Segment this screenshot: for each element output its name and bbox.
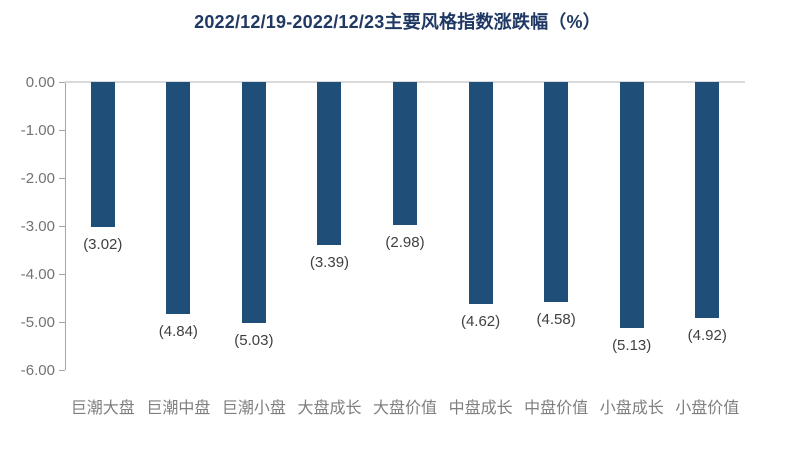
- bar-value-label: (4.84): [158, 323, 198, 341]
- bar-大盘价值: [393, 82, 417, 226]
- plot-area: 0.00 -1.00 -2.00 -3.00 -4.00 -5.00 -6.00 (3.02)…: [21, 75, 745, 378]
- x-category-label: 小盘价值: [675, 400, 740, 417]
- x-category-label: 巨潮中盘: [146, 400, 211, 417]
- bar-value-label: (4.92): [687, 327, 727, 345]
- bar-大盘成长: [317, 82, 342, 245]
- y-axis-tick-label: -5.00: [20, 313, 55, 331]
- y-axis-tick: [59, 129, 65, 131]
- y-axis-tick-label: 0.00: [25, 73, 55, 91]
- bar-value-label: (4.58): [536, 310, 576, 328]
- y-axis-tick-label: -6.00: [20, 361, 55, 379]
- bar-中盘价值: [544, 82, 569, 302]
- y-axis-tick: [59, 177, 65, 179]
- y-axis-tick: [59, 273, 65, 275]
- bar-小盘成长: [619, 82, 644, 329]
- x-category-label: 小盘成长: [599, 400, 664, 417]
- bar-value-label: (3.02): [83, 235, 123, 253]
- x-axis-category-labels: 巨潮大盘 巨潮中盘 巨潮小盘 大盘成长 大盘价值 中盘成长 中盘价值 小盘成长 小盘价值: [65, 399, 745, 421]
- chart-title: 2022/12/19-2022/12/23主要风格指数涨跌幅（%）: [194, 12, 601, 32]
- bar-小盘价值: [695, 82, 720, 319]
- bar-value-label: (2.98): [385, 234, 425, 252]
- x-category-label: 巨潮大盘: [70, 400, 135, 417]
- x-category-label: 大盘价值: [373, 400, 438, 417]
- bar-value-label: (5.03): [234, 332, 274, 350]
- bar-中盘成长: [468, 82, 493, 304]
- x-category-label: 中盘成长: [448, 400, 513, 417]
- x-category-label: 大盘成长: [297, 400, 362, 417]
- bar-value-label: (4.62): [460, 312, 501, 330]
- y-axis-line: [65, 82, 66, 370]
- y-axis-tick-label: -3.00: [20, 217, 55, 235]
- y-axis-tick-label: -4.00: [20, 265, 55, 283]
- y-axis-tick: [59, 225, 65, 227]
- x-category-label: 巨潮小盘: [221, 400, 286, 417]
- y-axis-tick: [59, 321, 65, 323]
- bar-value-label: (3.39): [309, 253, 350, 271]
- bar-巨潮大盘: [90, 82, 115, 227]
- y-axis-tick: [59, 369, 65, 371]
- bar-巨潮小盘: [241, 82, 266, 324]
- x-category-label: 中盘价值: [524, 400, 589, 417]
- bar-巨潮中盘: [166, 82, 191, 315]
- y-axis-tick-label: -1.00: [20, 121, 55, 139]
- y-axis-tick: [59, 81, 65, 83]
- bar-value-label: (5.13): [612, 337, 652, 355]
- y-axis-tick-label: -2.00: [20, 169, 55, 187]
